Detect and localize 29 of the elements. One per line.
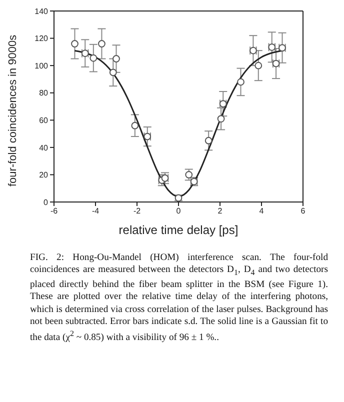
- point: [131, 122, 139, 130]
- y-tick-label: 0: [44, 198, 49, 207]
- point: [90, 54, 98, 62]
- x-tick-label: 6: [300, 206, 306, 216]
- y-tick-label: 100: [34, 61, 49, 70]
- point: [98, 40, 106, 48]
- point: [109, 68, 117, 76]
- y-tick-label: 140: [34, 6, 49, 16]
- y-tick-label: 60: [39, 116, 49, 125]
- point: [237, 78, 244, 86]
- x-tick-label: 0: [176, 206, 182, 216]
- point: [112, 55, 120, 62]
- x-tick-label: 4: [259, 206, 264, 216]
- x-tick-label: -2: [133, 206, 142, 216]
- point: [217, 115, 225, 122]
- x-tick-label: 2: [218, 206, 223, 216]
- y-tick-label: 80: [39, 88, 49, 98]
- x-tick-label: -4: [92, 206, 100, 216]
- x-tick-label: -6: [50, 206, 58, 216]
- text: FIG. 2: Hong-Ou-Mandel (HOM) interference scan. The four-fold coincidences are measured between the detectors D$_{1}$, D$_{4}$ and two detectors placed directly behind the fiber beam splitter in the BSM (see Figure 1). These are plotted over the relative time delay of the interfering photons, which is determined via cross correlation of the laser pulses. Background has not been subtracted. Error bars indicate s.d. The solid line is a Gaussian fit to the data (χ$^{2}$ ~ 0.85) with a visibility of 96 ± 1 %..: [30, 252, 328, 343]
- point: [254, 62, 262, 70]
- y-tick-label: 20: [39, 170, 49, 180]
- point: [185, 171, 193, 178]
- y-tick-label: 120: [34, 34, 49, 44]
- y-tick-label: 40: [39, 143, 49, 152]
- point: [204, 136, 212, 144]
- point: [71, 40, 78, 48]
- y-axis-title: four-fold coincidences in 9000s: [6, 34, 19, 186]
- x-axis-title: relative time delay [ps]: [118, 223, 238, 237]
